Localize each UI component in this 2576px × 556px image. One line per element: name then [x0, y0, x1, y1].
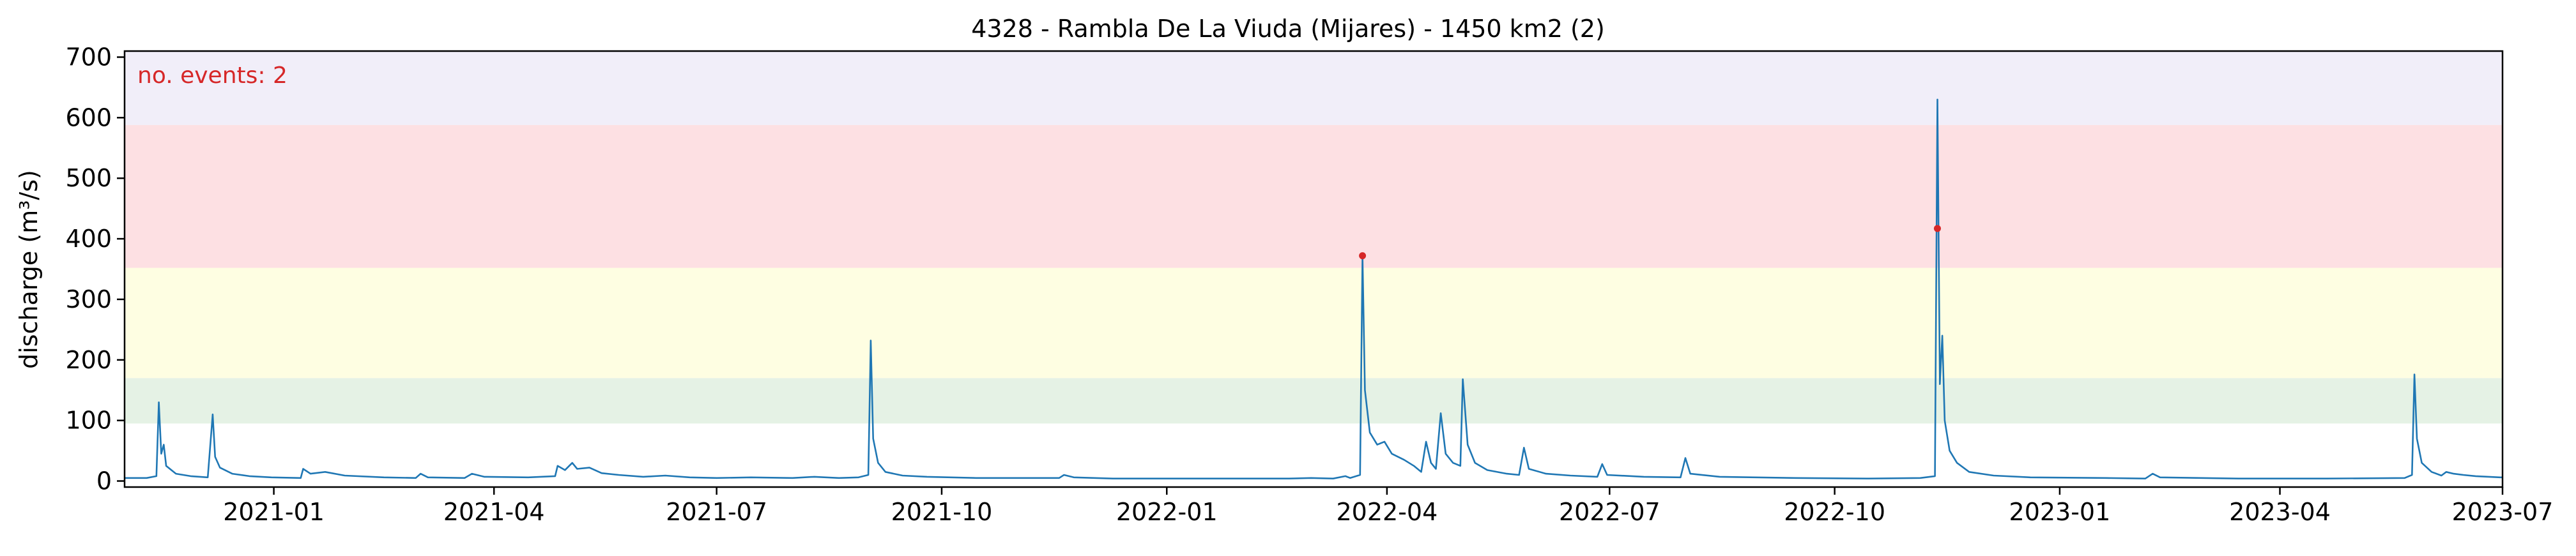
threshold-band-2 [125, 124, 2503, 268]
y-tick-label-4: 400 [65, 225, 112, 253]
threshold-bands [125, 51, 2503, 424]
x-tick-label-4: 2022-01 [1116, 498, 1218, 526]
x-tick-label-3: 2021-10 [891, 498, 993, 526]
x-tick-label-2: 2021-07 [666, 498, 767, 526]
y-tick-label-6: 600 [65, 103, 112, 131]
threshold-band-1 [125, 267, 2503, 379]
x-tick-label-1: 2021-04 [443, 498, 545, 526]
event-marker-1 [1933, 225, 1941, 232]
y-axis-label: discharge (m³/s) [15, 170, 43, 369]
plot-frame [123, 50, 2504, 488]
x-tick-label-9: 2023-04 [2229, 498, 2331, 526]
x-tick-label-7: 2022-10 [1784, 498, 1885, 526]
x-tick-label-6: 2022-07 [1559, 498, 1660, 526]
event-markers [1359, 225, 1941, 260]
threshold-band-0 [125, 378, 2503, 424]
x-tick-label-0: 2021-01 [223, 498, 325, 526]
events-count-annotation: no. events: 2 [137, 63, 288, 89]
y-axis: 0 100 200 300 400 500 600 700 [65, 43, 125, 495]
y-tick-label-2: 200 [65, 346, 112, 374]
y-tick-label-5: 500 [65, 164, 112, 192]
y-tick-label-0: 0 [96, 467, 112, 495]
chart-title: 4328 - Rambla De La Viuda (Mijares) - 14… [971, 15, 1605, 43]
y-tick-label-7: 700 [65, 43, 112, 71]
y-tick-label-1: 100 [65, 407, 112, 435]
y-tick-label-3: 300 [65, 285, 112, 313]
x-axis: 2021-01 2021-04 2021-07 2021-10 2022-01 2022-… [223, 487, 2553, 526]
threshold-band-3 [125, 51, 2503, 125]
x-tick-label-5: 2022-04 [1336, 498, 1438, 526]
x-tick-label-10: 2023-07 [2452, 498, 2554, 526]
event-marker-0 [1359, 252, 1367, 260]
x-tick-label-8: 2023-01 [2009, 498, 2111, 526]
